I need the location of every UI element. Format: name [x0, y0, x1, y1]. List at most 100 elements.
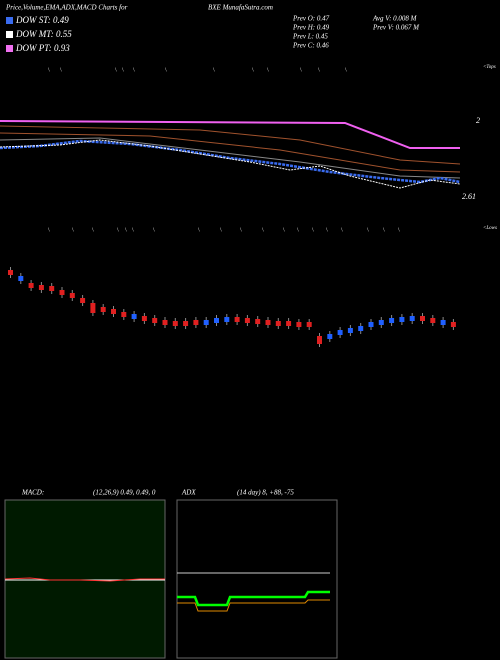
candle [255, 319, 261, 324]
tick-marks: \ \ \ \ \ \ \ \ \ \ \ \ \ \ \ \ \ \ \ \ \ \ \ \ \ \ \ \ \ \ \ [48, 67, 400, 233]
marker: \ [198, 227, 200, 233]
price-label: 2 [476, 116, 480, 125]
marker: \ [267, 67, 269, 73]
marker: \ [48, 227, 50, 233]
candle [286, 321, 292, 326]
legend-swatch [6, 17, 13, 24]
candle [337, 330, 343, 335]
candle [69, 293, 75, 298]
marker: \ [262, 227, 264, 233]
marker: \ [125, 227, 127, 233]
adx-name: ADX [181, 489, 196, 497]
candle [440, 320, 446, 325]
candles [8, 267, 456, 347]
candle [420, 316, 425, 321]
adx-plus [177, 590, 330, 607]
header-ticker: BXE MunafaSutra.com [208, 4, 273, 12]
candle [409, 316, 415, 321]
candle [80, 298, 86, 303]
adx-panel [176, 499, 338, 659]
candle [152, 318, 158, 323]
candle [131, 314, 137, 319]
candle [49, 286, 55, 291]
candle [450, 322, 456, 327]
marker: \ [398, 227, 400, 233]
marker: \ [115, 67, 117, 73]
marker: \ [345, 67, 347, 73]
prev-stat: Prev C: 0.46 [292, 42, 329, 50]
candle [28, 283, 34, 288]
candle [183, 321, 189, 326]
candle [399, 317, 405, 322]
marker: \ [132, 227, 134, 233]
price-line [0, 139, 461, 189]
candle [296, 322, 302, 327]
marker: \ [122, 67, 124, 73]
candle [193, 320, 199, 325]
volume-stat: Avg V: 0.008 M [372, 15, 418, 23]
adx-params: (14 day) 8, +88, -75 [237, 489, 294, 497]
tops-label: <Tops [483, 65, 496, 70]
ema-line [0, 125, 461, 165]
prev-stat: Prev H: 0.49 [292, 24, 330, 32]
prev-stat: Prev O: 0.47 [292, 15, 330, 23]
adx-minus [177, 599, 330, 612]
macd-params: (12,26,9) 0.49, 0.49, 0 [93, 489, 156, 497]
marker: \ [213, 67, 215, 73]
marker: \ [165, 67, 167, 73]
marker: \ [383, 227, 385, 233]
marker: \ [297, 227, 299, 233]
candle [275, 321, 281, 326]
candle [306, 322, 312, 327]
candle [141, 316, 147, 321]
marker: \ [133, 67, 135, 73]
candle [90, 303, 96, 313]
marker: \ [252, 67, 254, 73]
candle [265, 320, 271, 325]
legend-entry: DOW PT: 0.93 [15, 43, 70, 53]
candle [100, 307, 106, 312]
ema-line [0, 132, 461, 173]
candle [368, 322, 374, 327]
candle [244, 318, 250, 323]
marker: \ [220, 227, 222, 233]
marker: \ [367, 227, 369, 233]
candle [8, 270, 13, 275]
candle [234, 317, 240, 322]
marker: \ [117, 227, 119, 233]
candle [327, 334, 333, 339]
marker: \ [72, 227, 74, 233]
marker: \ [48, 67, 50, 73]
marker: \ [153, 227, 155, 233]
marker: \ [92, 227, 94, 233]
prev-stat: Prev L: 0.45 [292, 33, 328, 41]
legend-swatch [6, 45, 13, 52]
marker: \ [312, 227, 314, 233]
ema-line [0, 137, 461, 179]
ema-line [0, 120, 460, 149]
candle [18, 276, 24, 281]
header-title: Price,Volume,EMA,ADX,MACD Charts for [5, 4, 128, 12]
legend-entry: DOW ST: 0.49 [15, 15, 69, 25]
legend-swatch [6, 31, 13, 38]
marker: \ [240, 227, 242, 233]
candle [172, 321, 178, 326]
candle [214, 318, 219, 323]
marker: \ [283, 227, 285, 233]
candle [38, 285, 44, 290]
candle [121, 312, 127, 317]
candle [162, 320, 168, 325]
candle [203, 320, 209, 325]
marker: \ [60, 67, 62, 73]
candle [347, 328, 353, 333]
macd-name: MACD: [21, 489, 44, 497]
marker: \ [341, 227, 343, 233]
candle [111, 309, 116, 314]
candle [224, 317, 230, 322]
volume-stat: Prev V: 0.067 M [372, 24, 420, 32]
candle [389, 318, 395, 323]
price-label: 2.61 [462, 192, 476, 201]
macd-signal [4, 577, 165, 582]
candle [59, 290, 65, 295]
